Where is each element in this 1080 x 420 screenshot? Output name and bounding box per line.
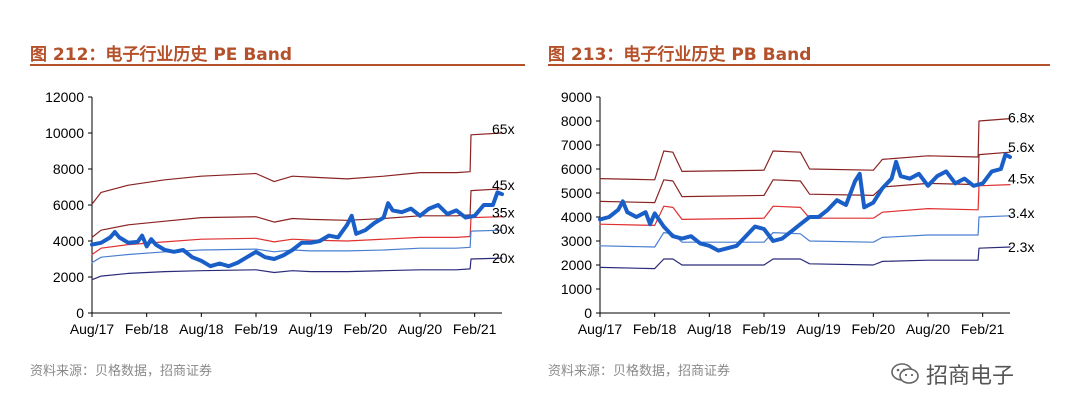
- x-tick-label: Feb/21: [453, 321, 497, 337]
- band-line-45x: [91, 188, 503, 238]
- x-tick-label: Aug/17: [578, 321, 623, 337]
- band-line-4.5x: [599, 184, 1011, 226]
- y-tick-label: 1000: [561, 281, 592, 297]
- x-tick-label: Aug/19: [288, 321, 333, 337]
- band-label: 65x: [492, 121, 515, 137]
- x-tick-label: Feb/19: [742, 321, 786, 337]
- y-tick-label: 6000: [561, 161, 592, 177]
- y-tick-label: 2000: [53, 269, 84, 285]
- source-note: 资料来源：贝格数据，招商证券: [548, 364, 731, 379]
- band-line-20x: [91, 257, 503, 281]
- band-line-6.8x: [599, 117, 1011, 181]
- band-label: 30x: [492, 221, 515, 237]
- y-tick-label: 2000: [561, 257, 592, 273]
- pe-band-panel: 图 212：电子行业历史 PE Band 0 2000 4000 6000 8000 10…: [0, 0, 530, 420]
- watermark: 招商电子: [890, 356, 1014, 392]
- y-tick-label: 5000: [561, 185, 592, 201]
- y-tick-label: 6000: [53, 197, 84, 213]
- band-label: 35x: [492, 205, 515, 221]
- x-tick-label: Feb/21: [961, 321, 1005, 337]
- y-tick-label: 7000: [561, 137, 592, 153]
- title-divider: [30, 64, 525, 66]
- band-line-30x: [91, 229, 503, 264]
- y-tick-label: 3000: [561, 233, 592, 249]
- x-tick-label: Aug/18: [687, 321, 732, 337]
- pb-band-chart: 0 1000 2000 3000 4000 5000 6000 7000 8000 9000 Aug…: [561, 89, 1035, 337]
- x-tick-label: Aug/20: [398, 321, 443, 337]
- x-tick-label: Aug/19: [796, 321, 841, 337]
- band-line-5.6x: [599, 151, 1011, 204]
- band-line-65x: [91, 132, 503, 205]
- y-tick-label: 12000: [45, 89, 84, 105]
- x-tick-label: Feb/19: [234, 321, 278, 337]
- x-tick-label: Feb/20: [344, 321, 388, 337]
- y-tick-label: 0: [584, 305, 592, 321]
- index-line: [90, 190, 504, 269]
- band-label: 20x: [492, 250, 515, 266]
- chart-title: 图 212：电子行业历史 PE Band: [30, 45, 293, 65]
- chart-title: 图 213：电子行业历史 PB Band: [548, 45, 812, 65]
- x-tick-label: Feb/18: [633, 321, 677, 337]
- x-tick-label: Aug/17: [70, 321, 115, 337]
- y-tick-label: 4000: [53, 233, 84, 249]
- band-label: 4.5x: [1008, 171, 1034, 187]
- band-line-2.3x: [599, 246, 1011, 270]
- pb-band-panel: 图 213：电子行业历史 PB Band 0 1000 2000 3000 4000 50…: [540, 0, 1080, 420]
- title-divider: [548, 64, 1050, 66]
- watermark-text: 招商电子: [926, 364, 1015, 389]
- band-line-3.4x: [599, 215, 1011, 248]
- x-tick-label: Aug/18: [179, 321, 224, 337]
- y-tick-label: 8000: [53, 161, 84, 177]
- wechat-icon: [891, 363, 919, 384]
- x-tick-label: Feb/18: [125, 321, 169, 337]
- source-note: 资料来源：贝格数据，招商证券: [30, 364, 213, 379]
- y-tick-label: 10000: [45, 125, 84, 141]
- x-tick-label: Feb/20: [852, 321, 896, 337]
- y-tick-label: 4000: [561, 209, 592, 225]
- band-label: 6.8x: [1008, 110, 1034, 126]
- index-line: [598, 152, 1012, 253]
- pe-band-chart: 0 2000 4000 6000 8000 10000 12000 Aug/17 Feb/18 A…: [45, 89, 515, 337]
- band-label: 5.6x: [1008, 139, 1034, 155]
- band-label: 45x: [492, 177, 515, 193]
- band-label: 3.4x: [1008, 205, 1034, 221]
- y-tick-label: 9000: [561, 89, 592, 105]
- band-label: 2.3x: [1008, 239, 1034, 255]
- y-tick-label: 8000: [561, 113, 592, 129]
- x-tick-label: Aug/20: [906, 321, 951, 337]
- y-tick-label: 0: [76, 305, 84, 321]
